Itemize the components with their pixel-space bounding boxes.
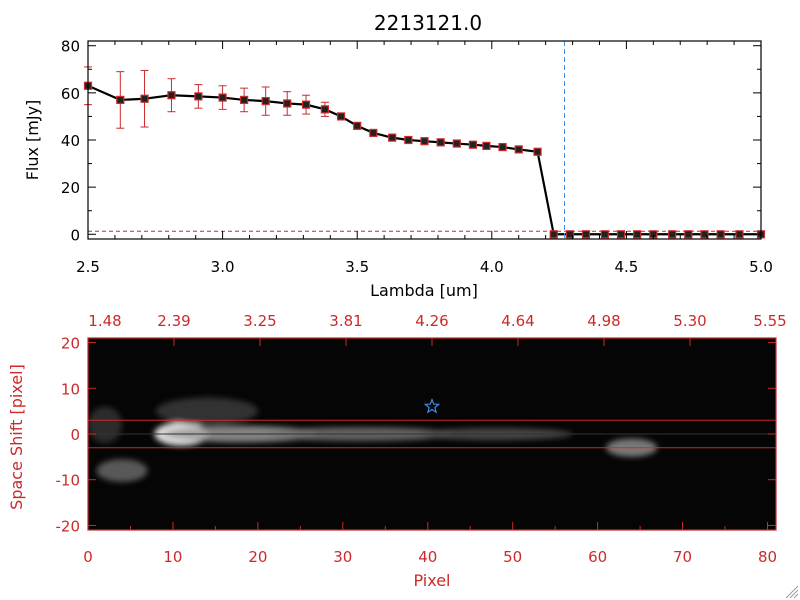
- resize-grip-icon[interactable]: [785, 585, 799, 599]
- data-point: [468, 140, 478, 149]
- data-point: [482, 141, 491, 150]
- data-point: [301, 100, 311, 109]
- data-point: [549, 230, 558, 239]
- shift-tick-label: 0: [70, 426, 80, 444]
- data-point: [633, 230, 642, 239]
- pixel-tick-label: 70: [673, 548, 692, 566]
- bottom-x-axis: 0 10 20 30 40 50 60 70 80: [83, 522, 777, 566]
- pixel-tick-label: 20: [248, 548, 267, 566]
- wavelength-tick-label: 5.30: [673, 312, 706, 330]
- shift-tick-label: 20: [61, 335, 80, 353]
- data-point: [218, 93, 227, 102]
- x-tick-label: 4.0: [480, 258, 504, 276]
- data-point: [498, 142, 507, 152]
- emission-blob: [96, 459, 148, 483]
- data-point: [140, 94, 149, 103]
- x-tick-label: 4.5: [614, 258, 638, 276]
- x-tick-label: 3.0: [211, 258, 235, 276]
- wavelength-tick-label: 4.98: [587, 312, 620, 330]
- data-point: [735, 230, 744, 239]
- pixel-tick-label: 30: [333, 548, 352, 566]
- data-point: [369, 128, 378, 138]
- data-point: [533, 147, 542, 156]
- bottom-y-axis: -20 -10 0 10 20: [56, 335, 776, 535]
- pixel-tick-label: 0: [83, 548, 93, 566]
- pixel-tick-label: 10: [163, 548, 182, 566]
- shift-tick-label: 10: [61, 380, 80, 398]
- emission-blob: [155, 397, 258, 425]
- bottom-y-axis-label: Space Shift [pixel]: [7, 364, 26, 510]
- data-point: [452, 139, 461, 148]
- bottom-x-axis-label: Pixel: [413, 571, 450, 590]
- data-point: [581, 230, 591, 239]
- source-position-star-icon: [423, 397, 441, 414]
- bottom-top-axis: 1.48 2.39 3.25 3.81 4.26 4.64 4.98 5.30 5.55: [87, 312, 787, 346]
- data-point: [600, 230, 609, 239]
- data-point: [261, 97, 270, 106]
- data-point: [353, 121, 362, 130]
- pixel-tick-label: 50: [503, 548, 522, 566]
- x-tick-label: 2.5: [76, 258, 100, 276]
- image-overlays: [88, 397, 776, 449]
- y-tick-label: 20: [61, 179, 80, 197]
- wavelength-tick-label: 5.55: [753, 312, 786, 330]
- y-tick-label: 60: [61, 85, 80, 103]
- top-x-axis-label: Lambda [um]: [370, 281, 478, 300]
- y-tick-label: 80: [61, 38, 80, 56]
- data-point: [436, 138, 445, 147]
- data-point: [700, 230, 709, 239]
- data-point: [116, 95, 125, 105]
- x-tick-label: 5.0: [749, 258, 773, 276]
- wavelength-tick-label: 4.26: [415, 312, 448, 330]
- pixel-tick-label: 40: [418, 548, 437, 566]
- shift-tick-label: -10: [56, 472, 81, 490]
- data-point: [404, 135, 413, 145]
- wavelength-tick-label: 3.25: [243, 312, 276, 330]
- data-point: [283, 99, 292, 108]
- data-point: [240, 95, 249, 105]
- data-point: [420, 137, 429, 146]
- data-point: [320, 105, 329, 114]
- x-tick-label: 3.5: [345, 258, 369, 276]
- pixel-tick-label: 60: [588, 548, 607, 566]
- wavelength-tick-label: 3.81: [329, 312, 362, 330]
- y-tick-label: 40: [61, 132, 80, 150]
- data-point: [336, 112, 346, 121]
- flux-line: [87, 84, 761, 236]
- data-point: [565, 230, 574, 239]
- wavelength-tick-label: 2.39: [157, 312, 190, 330]
- wavelength-tick-label: 1.48: [88, 312, 121, 330]
- data-point: [514, 145, 523, 154]
- data-point: [668, 230, 677, 239]
- top-series: [83, 66, 766, 239]
- data-point: [716, 230, 725, 239]
- data-point: [616, 230, 626, 239]
- wavelength-tick-label: 4.64: [501, 312, 534, 330]
- chart-title: 2213121.0: [374, 11, 482, 35]
- data-point: [194, 92, 203, 101]
- data-point: [388, 133, 397, 142]
- y-tick-label: 0: [70, 226, 80, 244]
- emission-blob: [88, 406, 122, 444]
- top-x-axis: 2.5 3.0 3.5 4.0 4.5 5.0: [76, 41, 773, 276]
- top-y-axis-label: Flux [mJy]: [23, 100, 42, 181]
- data-point: [684, 230, 693, 239]
- pixel-tick-label: 80: [758, 548, 777, 566]
- top-y-axis: 0 20 40 60 80: [61, 38, 761, 244]
- data-point: [167, 91, 176, 100]
- shift-tick-label: -20: [56, 517, 81, 535]
